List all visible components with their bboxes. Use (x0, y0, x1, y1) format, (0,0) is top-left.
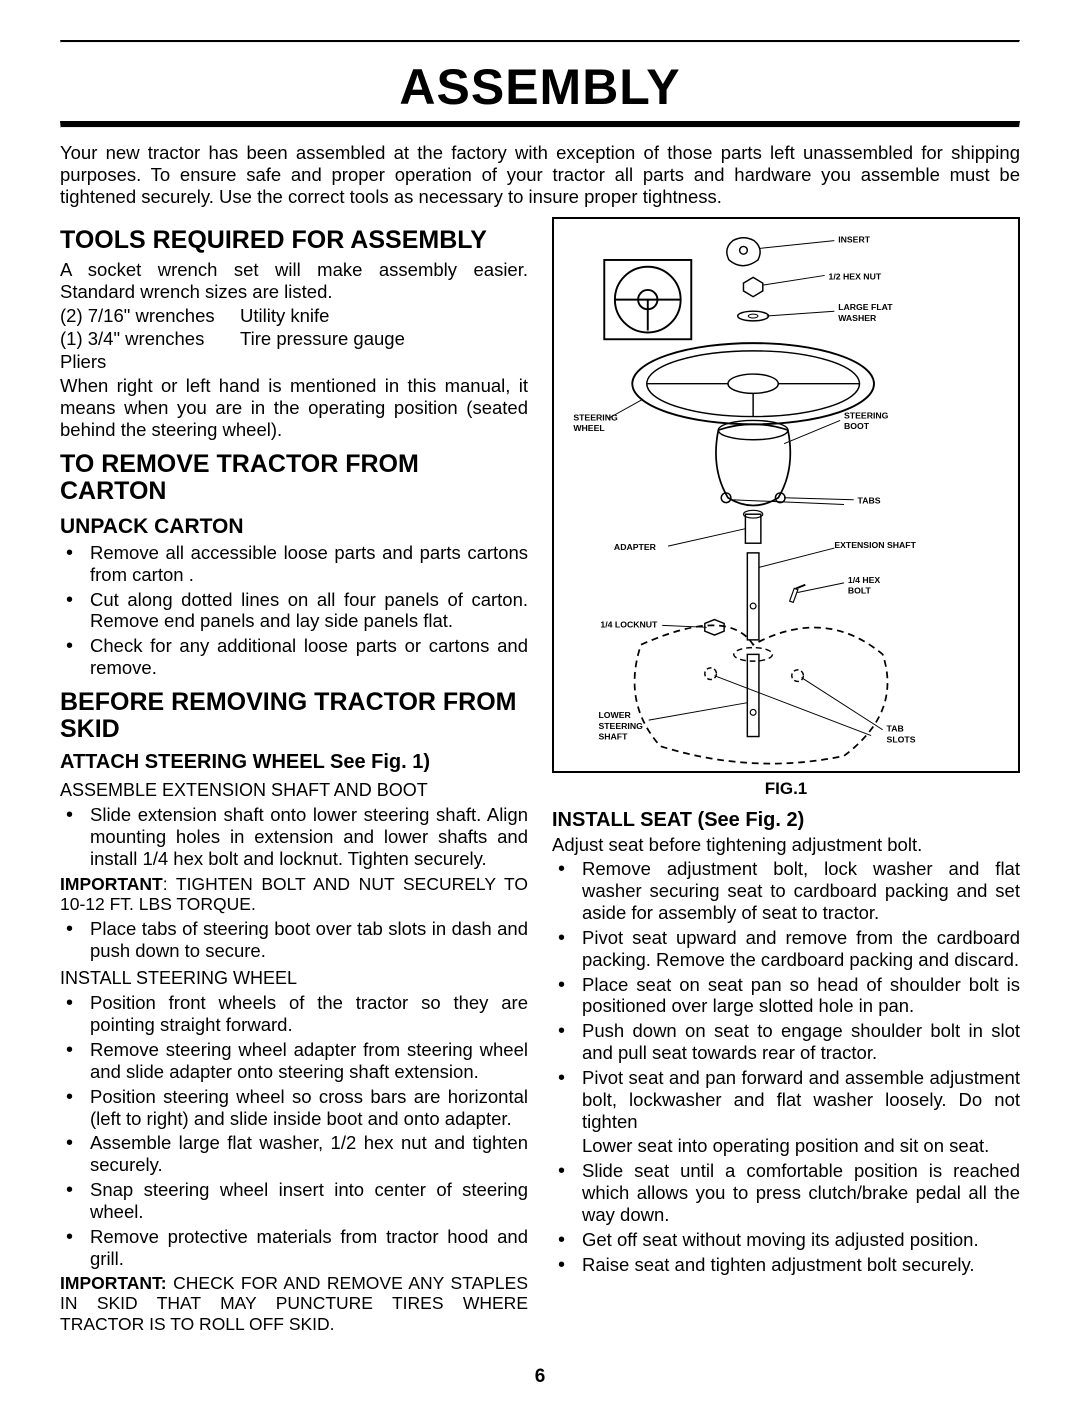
list-item: Pivot seat and pan forward and assemble … (552, 1067, 1020, 1132)
list-item: Raise seat and tighten adjustment bolt s… (552, 1254, 1020, 1276)
tabs-list: Place tabs of steering boot over tab slo… (60, 918, 528, 962)
tool-row: (2) 7/16" wrenches Utility knife (60, 305, 528, 327)
right-column: INSERT 1/2 HEX NUT LARGE FLATWASHER STEE… (552, 217, 1020, 1337)
label-lower-shaft: LOWERSTEERINGSHAFT (598, 711, 643, 742)
tool-row: (1) 3/4" wrenches Tire pressure gauge (60, 328, 528, 350)
list-item: Remove adjustment bolt, lock washer and … (552, 858, 1020, 923)
important-label: IMPORTANT (60, 874, 163, 894)
label-hexbolt: 1/4 HEXBOLT (848, 575, 881, 596)
tool-b (240, 351, 528, 373)
tools-heading: TOOLS REQUIRED FOR ASSEMBLY (60, 227, 528, 255)
tool-b: Tire pressure gauge (240, 328, 528, 350)
list-item: Slide seat until a comfortable position … (552, 1160, 1020, 1225)
label-insert: INSERT (838, 235, 871, 245)
tool-b: Utility knife (240, 305, 528, 327)
list-item: Assemble large flat washer, 1/2 hex nut … (60, 1132, 528, 1176)
label-boot: STEERINGBOOT (844, 411, 889, 432)
list-item: Lower seat into operating position and s… (552, 1135, 1020, 1157)
important-torque: IMPORTANT: TIGHTEN BOLT AND NUT SECURELY… (60, 874, 528, 914)
important-label: IMPORTANT: (60, 1273, 167, 1293)
list-item: Snap steering wheel insert into center o… (60, 1179, 528, 1223)
important-staples: IMPORTANT: CHECK FOR AND REMOVE ANY STAP… (60, 1273, 528, 1333)
list-item: Position steering wheel so cross bars ar… (60, 1086, 528, 1130)
unpack-list: Remove all accessible loose parts and pa… (60, 542, 528, 679)
tool-row: Pliers (60, 351, 528, 373)
seat-adjust-note: Adjust seat before tightening adjustment… (552, 834, 1020, 856)
install-sw-subhead: INSTALL STEERING WHEEL (60, 968, 528, 990)
label-steering-wheel: STEERINGWHEEL (573, 413, 618, 434)
tool-a: (1) 3/4" wrenches (60, 328, 240, 350)
label-tab-slots: TABSLOTS (887, 724, 916, 745)
remove-tractor-heading: TO REMOVE TRACTOR FROM CARTON (60, 451, 528, 506)
figure-1-caption: FIG.1 (552, 779, 1020, 799)
tools-paragraph: A socket wrench set will make assembly e… (60, 259, 528, 303)
intro-paragraph: Your new tractor has been assembled at t… (60, 142, 1020, 207)
unpack-heading: UNPACK CARTON (60, 514, 528, 539)
hand-note: When right or left hand is mentioned in … (60, 375, 528, 440)
list-item: Remove steering wheel adapter from steer… (60, 1039, 528, 1083)
label-washer: LARGE FLATWASHER (838, 303, 893, 324)
install-sw-list: Position front wheels of the tractor so … (60, 992, 528, 1269)
list-item: Pivot seat upward and remove from the ca… (552, 927, 1020, 971)
top-rule-thin (60, 40, 1020, 43)
list-item: Check for any additional loose parts or … (60, 635, 528, 679)
seat-list: Remove adjustment bolt, lock washer and … (552, 858, 1020, 1275)
list-item: Place seat on seat pan so head of should… (552, 974, 1020, 1018)
install-seat-heading: INSTALL SEAT (See Fig. 2) (552, 808, 1020, 832)
before-heading: BEFORE REMOVING TRACTOR FROM SKID (60, 689, 528, 744)
list-item: Position front wheels of the tractor so … (60, 992, 528, 1036)
doc-title: ASSEMBLY (60, 57, 1020, 117)
list-item: Place tabs of steering boot over tab slo… (60, 918, 528, 962)
list-item: Push down on seat to engage shoulder bol… (552, 1020, 1020, 1064)
label-hexnut: 1/2 HEX NUT (829, 272, 882, 282)
list-item: Remove protective materials from tractor… (60, 1226, 528, 1270)
figure-1: INSERT 1/2 HEX NUT LARGE FLATWASHER STEE… (552, 217, 1020, 773)
list-item: Slide extension shaft onto lower steerin… (60, 804, 528, 869)
attach-heading: ATTACH STEERING WHEEL See Fig. 1) (60, 750, 528, 774)
list-item: Get off seat without moving its adjusted… (552, 1229, 1020, 1251)
label-ext-shaft: EXTENSION SHAFT (834, 541, 916, 551)
list-item: Cut along dotted lines on all four panel… (60, 589, 528, 633)
label-adapter: ADAPTER (614, 542, 657, 552)
tool-a: (2) 7/16" wrenches (60, 305, 240, 327)
figure-1-svg: INSERT 1/2 HEX NUT LARGE FLATWASHER STEE… (554, 219, 1018, 771)
ext-shaft-list: Slide extension shaft onto lower steerin… (60, 804, 528, 869)
label-tabs: TABS (858, 496, 881, 506)
tool-a: Pliers (60, 351, 240, 373)
columns: TOOLS REQUIRED FOR ASSEMBLY A socket wre… (60, 217, 1020, 1337)
list-item: Remove all accessible loose parts and pa… (60, 542, 528, 586)
label-locknut: 1/4 LOCKNUT (600, 620, 658, 630)
page-number: 6 (60, 1366, 1020, 1389)
ext-shaft-subhead: ASSEMBLE EXTENSION SHAFT AND BOOT (60, 780, 528, 802)
top-rule-thick (60, 121, 1020, 128)
left-column: TOOLS REQUIRED FOR ASSEMBLY A socket wre… (60, 217, 528, 1337)
